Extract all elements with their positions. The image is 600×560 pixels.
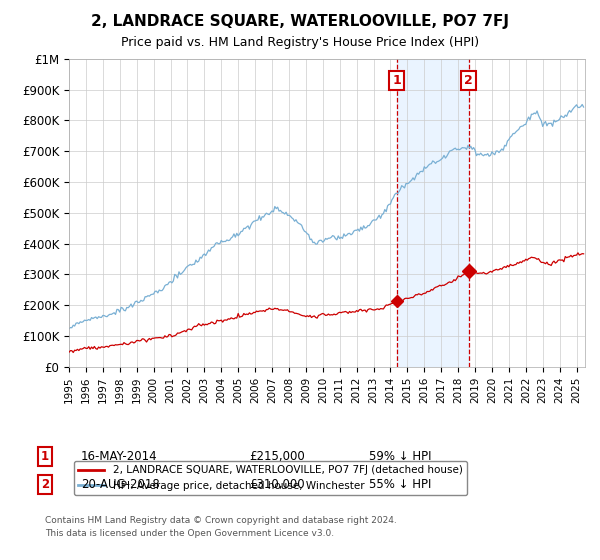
Text: Price paid vs. HM Land Registry's House Price Index (HPI): Price paid vs. HM Land Registry's House …	[121, 36, 479, 49]
Text: 1: 1	[41, 450, 49, 463]
Text: This data is licensed under the Open Government Licence v3.0.: This data is licensed under the Open Gov…	[45, 529, 334, 538]
Bar	[397, 59, 469, 367]
Text: 20-AUG-2018: 20-AUG-2018	[81, 478, 160, 491]
Text: 2: 2	[41, 478, 49, 491]
Text: 2: 2	[464, 74, 473, 87]
Text: 55% ↓ HPI: 55% ↓ HPI	[369, 478, 431, 491]
Text: Contains HM Land Registry data © Crown copyright and database right 2024.: Contains HM Land Registry data © Crown c…	[45, 516, 397, 525]
Text: 16-MAY-2014: 16-MAY-2014	[81, 450, 158, 463]
Text: £215,000: £215,000	[249, 450, 305, 463]
Text: 1: 1	[392, 74, 401, 87]
Text: £310,000: £310,000	[249, 478, 305, 491]
Legend: 2, LANDRACE SQUARE, WATERLOOVILLE, PO7 7FJ (detached house), HPI: Average price,: 2, LANDRACE SQUARE, WATERLOOVILLE, PO7 7…	[74, 461, 467, 495]
Text: 2, LANDRACE SQUARE, WATERLOOVILLE, PO7 7FJ: 2, LANDRACE SQUARE, WATERLOOVILLE, PO7 7…	[91, 14, 509, 29]
Text: 59% ↓ HPI: 59% ↓ HPI	[369, 450, 431, 463]
